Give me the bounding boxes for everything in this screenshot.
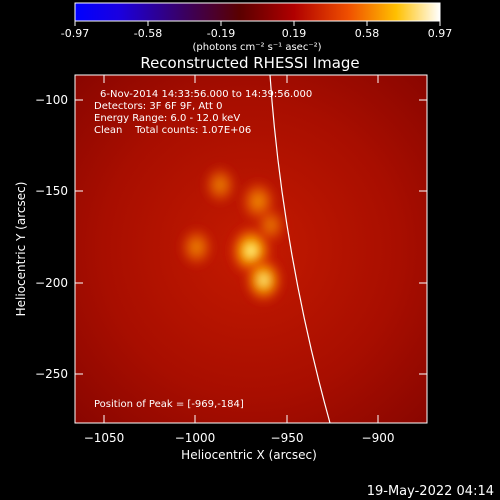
emission-source (201, 162, 240, 208)
y-tick-label: −250 (35, 367, 68, 381)
detectors-annotation: Detectors: 3F 6F 9F, Att 0 (94, 101, 222, 112)
colorbar-tick-label: -0.58 (134, 27, 162, 40)
plot-title: Reconstructed RHESSI Image (140, 54, 359, 72)
algorithm-counts-annotation: Clean Total counts: 1.07E+06 (94, 125, 251, 136)
solar-limb (269, 75, 331, 423)
colorbar-tick-label: -0.97 (61, 27, 89, 40)
x-tick-label: −1050 (84, 431, 125, 445)
emission-source (240, 252, 287, 308)
plot-frame (74, 74, 428, 424)
image-area (75, 75, 427, 423)
colorbar-tick-label: 0.97 (428, 27, 453, 40)
axis-ticks (75, 75, 427, 423)
energy-range-annotation: Energy Range: 6.0 - 12.0 keV (94, 113, 240, 124)
source-blobs (177, 162, 289, 308)
colorbar-gradient (74, 2, 441, 22)
colorbar-tick-label: -0.19 (207, 27, 235, 40)
emission-source (177, 224, 217, 271)
colorbar-tick-label: 0.19 (282, 27, 307, 40)
x-axis-label: Heliocentric X (arcsec) (181, 448, 317, 462)
footer-timestamp: 19-May-2022 04:14 (367, 484, 494, 499)
y-tick-label: −100 (35, 93, 68, 107)
colorbar: -0.97 -0.58 -0.19 0.19 0.58 0.97 (photon… (61, 2, 453, 53)
colorbar-ticks (74, 21, 441, 26)
x-tick-label: −900 (362, 431, 395, 445)
peak-position-annotation: Position of Peak = [-969,-184] (94, 399, 244, 410)
y-tick-label: −200 (35, 276, 68, 290)
y-axis-label: Heliocentric Y (arcsec) (14, 182, 28, 317)
time-range-annotation: 6-Nov-2014 14:33:56.000 to 14:39:56.000 (100, 89, 312, 100)
colorbar-tick-label: 0.58 (355, 27, 380, 40)
y-tick-label: −150 (35, 184, 68, 198)
x-tick-label: −1000 (175, 431, 216, 445)
emission-source (253, 204, 289, 247)
x-tick-label: −950 (271, 431, 304, 445)
colorbar-unit-label: (photons cm⁻² s⁻¹ asec⁻²) (192, 42, 321, 53)
